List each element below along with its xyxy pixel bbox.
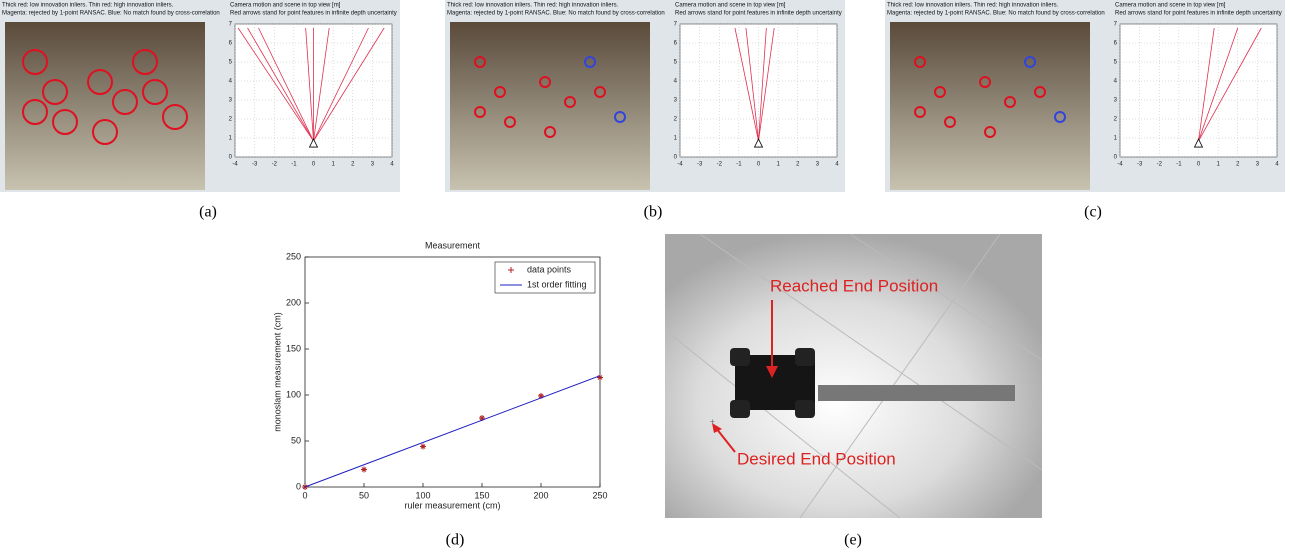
y-tick-label: 100 [286,389,301,399]
x-tick-label: -2 [1157,162,1163,168]
caption: (a) [199,204,217,221]
y-axis-label: monoslam measurement (cm) [272,312,282,432]
x-tick-label: -3 [1137,162,1143,168]
caption: (e) [844,532,862,549]
photo-label: Desired End Position [737,449,896,468]
caption: (b) [644,204,663,221]
x-tick-label: -1 [291,162,297,168]
x-tick-label: -2 [717,162,723,168]
header-text: Magenta: rejected by 1-point RANSAC. Blu… [887,11,1105,17]
y-tick-label: 50 [291,435,301,445]
y-tick-label: 150 [286,343,301,353]
chart-title: Measurement [425,240,481,250]
ruler [818,385,1015,401]
header-text: Camera motion and scene in top view [m] [1115,3,1226,9]
figure: + Reached End Position Desired End Posit… [0,0,1297,555]
photo-panel: + Reached End Position Desired End Posit… [665,234,1042,549]
y-tick-label: 200 [286,297,301,307]
y-tick-label: 250 [286,251,301,261]
x-tick-label: 0 [302,490,307,500]
x-tick-label: 150 [474,490,489,500]
header-text: Thick red: low innovation inliers. Thin … [447,3,619,9]
x-axis-label: ruler measurement (cm) [404,500,500,510]
screenshot-panel: Thick red: low innovation inliers. Thin … [0,0,400,192]
header-text: Camera motion and scene in top view [m] [675,3,786,9]
x-tick-label: -2 [272,162,278,168]
photo-label: Reached End Position [770,276,938,295]
y-tick-label: 0 [296,481,301,491]
x-tick-label: -1 [736,162,742,168]
x-tick-label: -3 [697,162,703,168]
x-tick-label: 50 [359,490,369,500]
legend-label: data points [527,264,572,274]
x-tick-label: 100 [415,490,430,500]
screenshot-panel: Thick red: low innovation inliers. Thin … [885,0,1285,192]
x-tick-label: -4 [677,162,683,168]
header-text: Red arrows stand for point features in i… [675,11,842,17]
x-tick-label: -4 [232,162,238,168]
header-text: Red arrows stand for point features in i… [230,11,397,17]
x-tick-label: 250 [592,490,607,500]
x-tick-label: -3 [252,162,258,168]
x-tick-label: 200 [533,490,548,500]
x-tick-label: -1 [1176,162,1182,168]
caption: (c) [1084,204,1102,221]
header-text: Thick red: low innovation inliers. Thin … [2,3,174,9]
screenshot-panel: Thick red: low innovation inliers. Thin … [445,0,845,192]
header-text: Thick red: low innovation inliers. Thin … [887,3,1059,9]
target-mark: + [710,417,715,426]
header-text: Magenta: rejected by 1-point RANSAC. Blu… [447,11,665,17]
header-text: Camera motion and scene in top view [m] [230,3,341,9]
x-tick-label: -4 [1117,162,1123,168]
caption: (d) [446,532,465,549]
header-text: Red arrows stand for point features in i… [1115,11,1282,17]
header-text: Magenta: rejected by 1-point RANSAC. Blu… [2,11,220,17]
legend-label: 1st order fitting [527,279,587,289]
